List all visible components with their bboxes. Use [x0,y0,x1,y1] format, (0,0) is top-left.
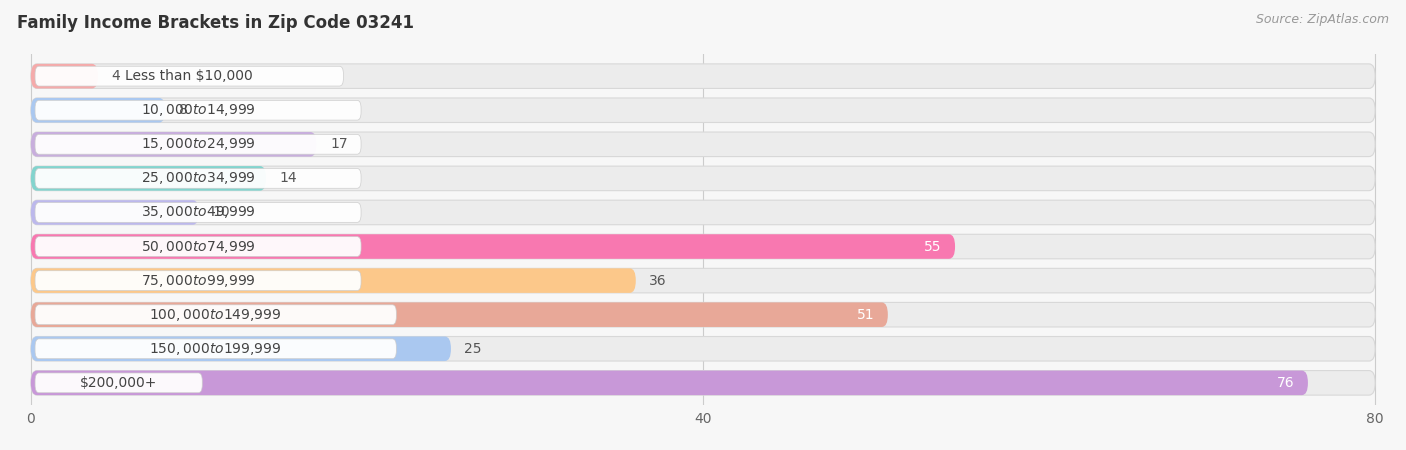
FancyBboxPatch shape [35,100,361,120]
Text: $10,000 to $14,999: $10,000 to $14,999 [141,102,256,118]
Text: $150,000 to $199,999: $150,000 to $199,999 [149,341,283,357]
FancyBboxPatch shape [31,234,1375,259]
Text: Source: ZipAtlas.com: Source: ZipAtlas.com [1256,14,1389,27]
FancyBboxPatch shape [31,268,1375,293]
Text: 55: 55 [924,239,942,253]
FancyBboxPatch shape [35,237,361,256]
FancyBboxPatch shape [35,168,361,188]
FancyBboxPatch shape [31,64,98,88]
Text: Less than $10,000: Less than $10,000 [125,69,253,83]
Text: 4: 4 [111,69,121,83]
FancyBboxPatch shape [35,271,361,291]
Text: $100,000 to $149,999: $100,000 to $149,999 [149,307,283,323]
Text: 8: 8 [179,103,187,117]
FancyBboxPatch shape [35,135,361,154]
Text: 25: 25 [464,342,482,356]
Text: 17: 17 [330,137,347,151]
Text: 10: 10 [212,206,231,220]
FancyBboxPatch shape [31,302,887,327]
FancyBboxPatch shape [31,166,1375,191]
FancyBboxPatch shape [31,337,451,361]
Text: 76: 76 [1277,376,1295,390]
FancyBboxPatch shape [31,268,636,293]
Text: $200,000+: $200,000+ [80,376,157,390]
Text: 36: 36 [650,274,666,288]
FancyBboxPatch shape [31,337,1375,361]
FancyBboxPatch shape [35,305,396,324]
Text: Family Income Brackets in Zip Code 03241: Family Income Brackets in Zip Code 03241 [17,14,413,32]
FancyBboxPatch shape [31,132,1375,157]
Text: $25,000 to $34,999: $25,000 to $34,999 [141,171,256,186]
FancyBboxPatch shape [31,302,1375,327]
FancyBboxPatch shape [35,66,343,86]
Text: 14: 14 [280,171,297,185]
Text: $75,000 to $99,999: $75,000 to $99,999 [141,273,256,288]
FancyBboxPatch shape [31,64,1375,88]
FancyBboxPatch shape [35,339,396,359]
FancyBboxPatch shape [31,200,1375,225]
FancyBboxPatch shape [31,234,955,259]
FancyBboxPatch shape [31,132,316,157]
FancyBboxPatch shape [31,98,166,122]
Text: $15,000 to $24,999: $15,000 to $24,999 [141,136,256,152]
FancyBboxPatch shape [31,98,1375,122]
FancyBboxPatch shape [35,373,202,393]
FancyBboxPatch shape [31,371,1375,395]
FancyBboxPatch shape [31,371,1308,395]
Text: 51: 51 [856,308,875,322]
FancyBboxPatch shape [35,202,361,222]
FancyBboxPatch shape [31,166,266,191]
Text: $50,000 to $74,999: $50,000 to $74,999 [141,238,256,255]
Text: $35,000 to $49,999: $35,000 to $49,999 [141,204,256,220]
FancyBboxPatch shape [31,200,198,225]
